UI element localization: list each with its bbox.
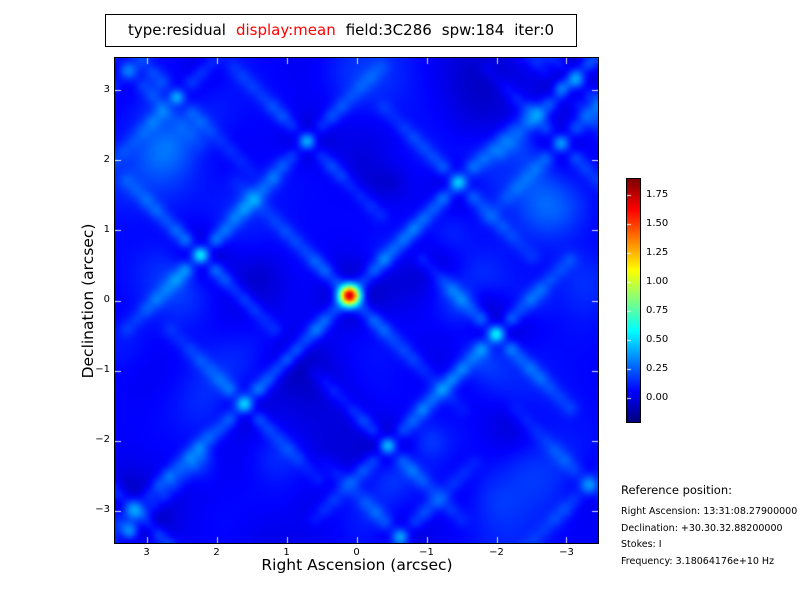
y-tick-label: 2 [103, 153, 110, 165]
x-tick-label: −3 [559, 547, 574, 558]
title-display: display:mean [235, 21, 336, 39]
reference-stokes: Stokes: I [621, 539, 662, 550]
colorbar-tick-label: 1.75 [646, 189, 669, 201]
title-type: type:residual [127, 21, 226, 39]
colorbar-tick-label: 0.00 [646, 391, 669, 403]
colorbar-tick-label: 0.75 [646, 304, 669, 316]
colorbar-frame [626, 178, 641, 423]
x-tick-label: −1 [419, 547, 434, 558]
reference-position-block: Reference position: Right Ascension: 13:… [621, 483, 797, 572]
y-tick-label: −2 [95, 433, 110, 445]
colorbar-tick-label: 1.25 [646, 247, 669, 259]
y-tick-label: 0 [103, 293, 110, 305]
colorbar-tick-label: 1.00 [646, 275, 669, 287]
colorbar-tick-label: 0.50 [646, 333, 669, 345]
x-tick-label: 1 [283, 547, 290, 558]
colorbar-tick-label: 1.50 [646, 218, 669, 230]
y-tick-label: −3 [95, 503, 110, 515]
y-tick-label: −1 [95, 363, 110, 375]
title-field: field:3C286 [345, 21, 432, 39]
x-tick-label: 0 [353, 547, 360, 558]
title-spw: spw:184 [441, 21, 505, 39]
colorbar-gradient-canvas [627, 179, 640, 422]
x-tick-label: −2 [489, 547, 504, 558]
x-axis-label: Right Ascension (arcsec) [261, 556, 453, 574]
reference-ra: Right Ascension: 13:31:08.27900000 [621, 506, 798, 517]
title-iter: iter:0 [514, 21, 555, 39]
plot-area-frame [114, 57, 599, 544]
reference-dec: Declination: +30.30.32.88200000 [621, 522, 783, 534]
reference-frequency: Frequency: 3.18064176e+10 Hz [621, 555, 775, 567]
x-tick-label: 3 [143, 547, 150, 558]
y-tick-label: 1 [103, 223, 110, 235]
reference-heading: Reference position: [621, 483, 732, 497]
plot-title-box: type:residual display:mean field:3C286 spw:… [105, 14, 577, 47]
x-tick-label: 2 [213, 547, 220, 558]
y-tick-label: 3 [103, 83, 110, 95]
colorbar-tick-label: 0.25 [646, 362, 669, 374]
residual-image-canvas [115, 58, 598, 543]
